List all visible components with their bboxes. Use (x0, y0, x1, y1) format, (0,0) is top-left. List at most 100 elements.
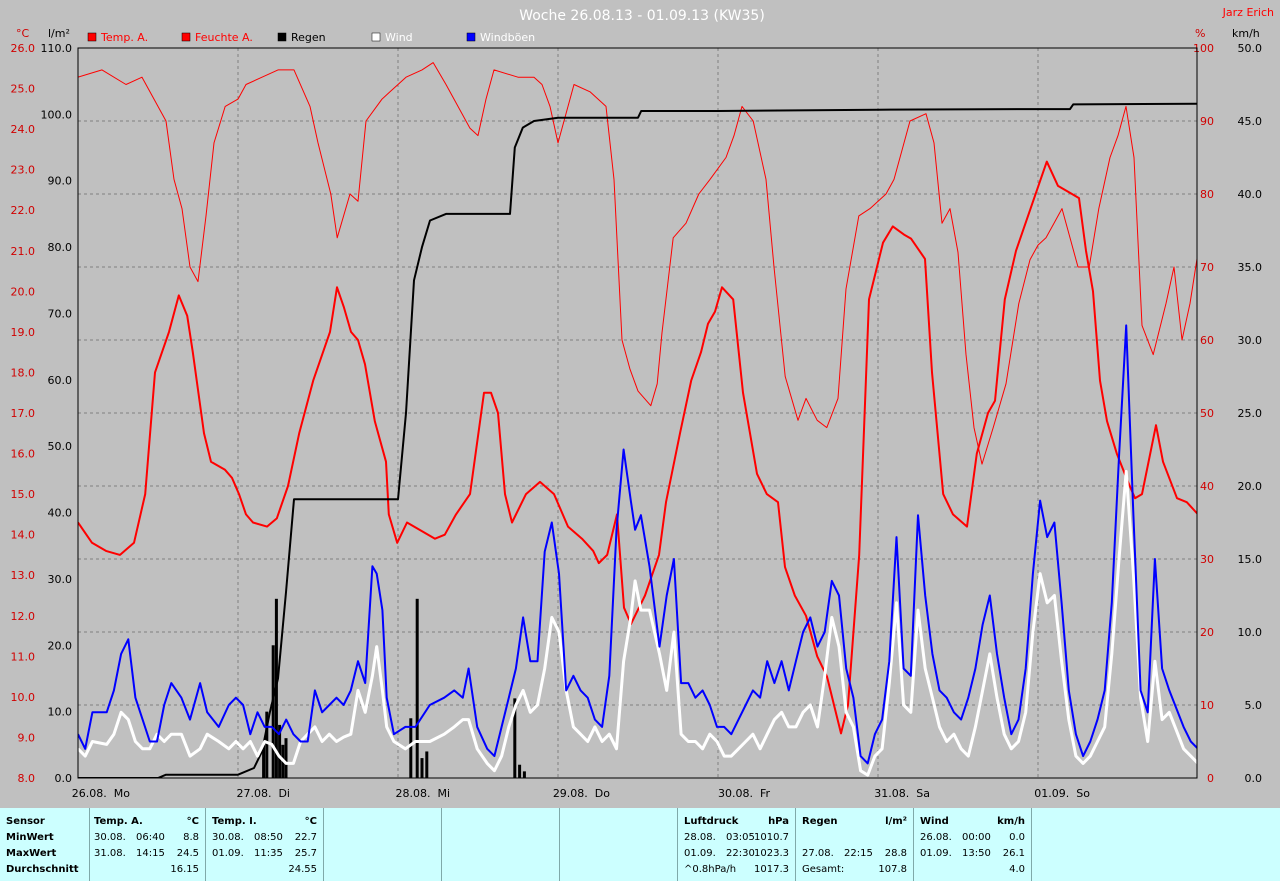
humidity-tick-label: 10 (1200, 699, 1214, 712)
x-tick-label: 26.08. Mo (72, 787, 130, 800)
wind-tick-label: 30.0 (1238, 334, 1263, 347)
rain-tick-label: 100.0 (41, 108, 73, 121)
stats-luftdruck-avg-value: 1017.3 (754, 864, 789, 875)
temp-tick-label: 21.0 (11, 245, 36, 258)
weather-chart: Woche 26.08.13 - 01.09.13 (KW35) Jarz Er… (10, 6, 1275, 800)
rain-bar (262, 744, 266, 778)
rain-bar (415, 598, 419, 778)
temp-unit-label: °C (16, 27, 30, 40)
stats-wind-min-time: 00:00 (962, 832, 991, 843)
stats-temp-i-avg-value: 24.55 (288, 864, 317, 875)
stats-temp-a-min-time: 06:40 (136, 832, 165, 843)
rain-tick-label: 20.0 (48, 639, 73, 652)
temp-tick-label: 13.0 (11, 569, 36, 582)
x-axis: 26.08. Mo 27.08. Di 28.08. Mi 29.08. Do 30.0… (72, 787, 1090, 800)
stats-temp-a-min-value: 8.8 (183, 832, 199, 843)
stats-regen-column: Regen l/m² 27.08. 22:15 28.8 Gesamt: 107… (796, 808, 914, 881)
x-tick-label: 27.08. Di (236, 787, 290, 800)
legend: Temp. A. Feuchte A. Regen Wind Windböen (87, 31, 535, 44)
stats-temp-i-unit: °C (304, 816, 317, 827)
rain-bar (420, 758, 424, 778)
rain-tick-label: 80.0 (48, 241, 73, 254)
humidity-tick-label: 0 (1207, 772, 1214, 785)
stats-temp-a-column: Temp. A. °C 30.08. 06:40 8.8 31.08. 14:1… (90, 808, 206, 881)
stats-row-avg-label: Durchschnitt (6, 864, 79, 875)
temp-tick-label: 24.0 (11, 123, 36, 136)
x-tick-label: 30.08. Fr (718, 787, 771, 800)
rain-bar (409, 718, 413, 778)
humidity-axis: 0 10 20 30 40 50 60 70 80 90 100 (1193, 42, 1214, 785)
stats-row-min-label: MinWert (6, 832, 54, 843)
stats-luftdruck-header: Luftdruck (684, 816, 739, 827)
stats-panel: Sensor MinWert MaxWert Durchschnitt Temp… (0, 808, 1280, 881)
stats-luftdruck-min-value: 1010.7 (754, 832, 789, 843)
stats-regen-total-value: 107.8 (878, 864, 907, 875)
stats-luftdruck-min-date: 28.08. (684, 832, 716, 843)
wind-tick-label: 40.0 (1238, 188, 1263, 201)
x-tick-label: 29.08. Do (553, 787, 610, 800)
rain-tick-label: 110.0 (41, 42, 73, 55)
temp-tick-label: 16.0 (11, 448, 36, 461)
humidity-tick-label: 50 (1200, 407, 1214, 420)
temp-tick-label: 19.0 (11, 326, 36, 339)
series-line-regen (78, 102, 1197, 778)
legend-label: Temp. A. (100, 31, 148, 44)
stats-regen-total-label: Gesamt: (802, 864, 845, 875)
legend-label: Feuchte A. (195, 31, 253, 44)
temp-tick-label: 15.0 (11, 488, 36, 501)
temp-tick-label: 12.0 (11, 610, 36, 623)
stats-wind-max-date: 01.09. (920, 848, 952, 859)
humidity-tick-label: 30 (1200, 553, 1214, 566)
stats-temp-a-avg-value: 16.15 (170, 864, 199, 875)
stats-temp-a-max-date: 31.08. (94, 848, 126, 859)
humidity-tick-label: 70 (1200, 261, 1214, 274)
stats-temp-i-header: Temp. I. (212, 816, 257, 827)
series-line-temp-a (78, 160, 1197, 735)
stats-temp-i-column: Temp. I. °C 30.08. 08:50 22.7 01.09. 11:… (206, 808, 324, 881)
wind-tick-label: 15.0 (1238, 553, 1263, 566)
humidity-tick-label: 40 (1200, 480, 1214, 493)
wind-unit-label: km/h (1232, 27, 1260, 40)
temp-tick-label: 11.0 (11, 650, 36, 663)
temp-tick-label: 25.0 (11, 83, 36, 96)
stats-wind-max-time: 13:50 (962, 848, 991, 859)
stats-regen-max-time: 22:15 (844, 848, 873, 859)
series-line-wind (78, 469, 1197, 777)
stats-wind-min-date: 26.08. (920, 832, 952, 843)
stats-temp-i-min-value: 22.7 (294, 832, 317, 843)
rain-tick-label: 0.0 (55, 772, 73, 785)
series-lines (78, 62, 1197, 778)
stats-regen-max-date: 27.08. (802, 848, 834, 859)
stats-wind-header: Wind (920, 816, 949, 827)
stats-temp-i-min-time: 08:50 (254, 832, 283, 843)
stats-wind-column: Wind km/h 26.08. 00:00 0.0 01.09. 13:50 … (914, 808, 1032, 881)
stats-luftdruck-max-date: 01.09. (684, 848, 716, 859)
series-line-windb-en (78, 324, 1197, 765)
stats-empty-column-3 (560, 808, 678, 881)
temp-tick-label: 18.0 (11, 366, 36, 379)
rain-bar (271, 645, 275, 778)
humidity-tick-label: 20 (1200, 626, 1214, 639)
temp-tick-label: 10.0 (11, 691, 36, 704)
rain-bar (513, 698, 517, 778)
wind-axis: 0.0 5.0 10.0 15.0 20.0 25.0 30.0 35.0 40.0 45.0 50… (1238, 42, 1263, 785)
rain-tick-label: 50.0 (48, 440, 73, 453)
wind-tick-label: 25.0 (1238, 407, 1263, 420)
wind-tick-label: 10.0 (1238, 626, 1263, 639)
stats-temp-a-min-date: 30.08. (94, 832, 126, 843)
stats-temp-a-header: Temp. A. (94, 816, 143, 827)
stats-wind-unit: km/h (997, 816, 1025, 827)
stats-empty-column-1 (324, 808, 442, 881)
legend-label: Windböen (480, 31, 535, 44)
rain-bar (284, 738, 288, 778)
legend-swatch (277, 32, 287, 42)
temp-axis: 8.0 9.0 10.0 11.0 12.0 13.0 14.0 15.0 16.0 17.0 18… (11, 42, 36, 785)
author-label: Jarz Erich (1222, 6, 1274, 19)
rain-axis: 0.0 10.0 20.0 30.0 40.0 50.0 60.0 70.0 80.0 90.0 1… (41, 42, 73, 785)
rain-tick-label: 70.0 (48, 307, 73, 320)
rain-tick-label: 30.0 (48, 573, 73, 586)
stats-wind-avg-value: 4.0 (1009, 864, 1025, 875)
temp-tick-label: 17.0 (11, 407, 36, 420)
stats-temp-a-max-value: 24.5 (176, 848, 199, 859)
rain-bar (518, 764, 522, 778)
